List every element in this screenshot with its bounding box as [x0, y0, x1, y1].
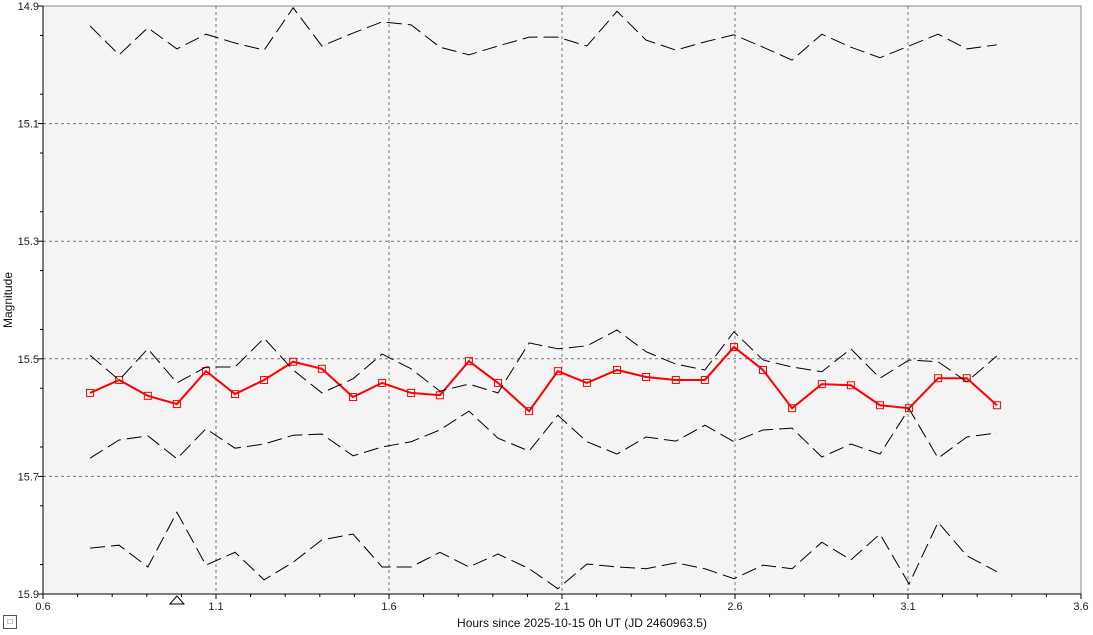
x-tick-label: 3.1 [900, 601, 915, 613]
x-tick-label: 1.6 [381, 601, 396, 613]
data-point-marker [700, 375, 709, 384]
x-tick-label: 3.6 [1073, 601, 1088, 613]
data-point-marker [759, 365, 768, 374]
data-point-marker [582, 378, 591, 387]
data-point-marker [317, 364, 326, 373]
data-point-marker [525, 407, 534, 416]
data-point-marker [260, 375, 269, 384]
data-point-marker [201, 367, 210, 376]
data-point-marker [143, 391, 152, 400]
series-0 [86, 343, 1001, 416]
series-2 [89, 329, 998, 394]
series-3 [89, 407, 997, 460]
x-tick-label: 0.6 [35, 601, 50, 613]
data-point-marker [817, 380, 826, 389]
x-tick-label: 2.1 [554, 601, 569, 613]
data-point-marker [934, 374, 943, 383]
time-marker-triangle [168, 595, 186, 605]
data-point-marker [846, 381, 855, 390]
data-point-marker [115, 375, 124, 384]
target-star-line [89, 345, 998, 413]
x-tick-label: 2.6 [727, 601, 742, 613]
y-tick-label: 15.1 [18, 119, 39, 131]
data-point-marker [349, 393, 358, 402]
data-point-marker [86, 388, 95, 397]
corner-button[interactable]: □ [3, 615, 17, 629]
x-axis-label: Hours since 2025-10-15 0h UT (JD 2460963… [457, 616, 707, 630]
data-point-marker [435, 391, 444, 400]
data-point-marker [788, 404, 797, 413]
data-point-marker [729, 343, 738, 352]
data-point-marker [642, 373, 651, 382]
data-point-marker [493, 378, 502, 387]
y-axis-label: Magnitude [1, 272, 15, 328]
data-point-marker [231, 390, 240, 399]
data-point-marker [671, 375, 680, 384]
data-point-marker [464, 357, 473, 366]
data-point-marker [172, 400, 181, 409]
data-point-marker [378, 378, 387, 387]
data-point-marker [553, 367, 562, 376]
y-tick-label: 15.7 [18, 471, 39, 483]
data-point-marker [905, 404, 914, 413]
y-tick-label: 15.5 [18, 354, 39, 366]
y-tick-label: 15.9 [18, 589, 39, 601]
data-point-marker [407, 388, 416, 397]
data-point-marker [289, 357, 298, 366]
y-tick-label: 15.3 [18, 236, 39, 248]
y-tick-label: 14.9 [18, 1, 39, 13]
comparison-star-line [89, 407, 997, 460]
x-tick-label: 1.1 [208, 601, 223, 613]
data-point-marker [992, 401, 1001, 410]
data-point-marker [613, 365, 622, 374]
comparison-star-line [89, 329, 998, 394]
data-point-marker [875, 401, 884, 410]
